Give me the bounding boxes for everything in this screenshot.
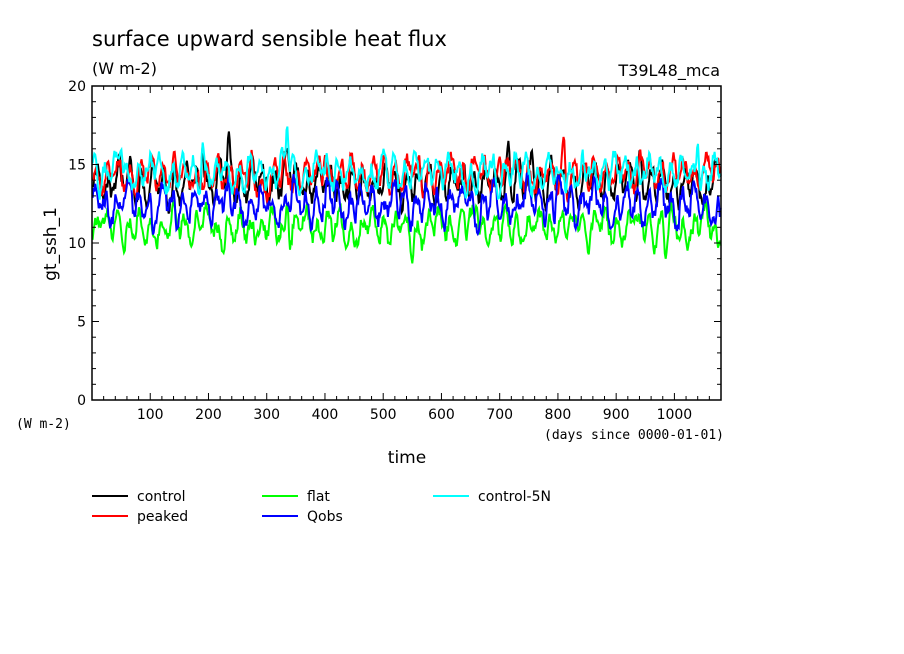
y-tick-label: 20 [68,79,86,95]
series-line-control-5N [91,126,722,201]
chart-title: surface upward sensible heat flux [92,27,447,51]
y-tick-label: 0 [77,393,86,409]
chart-units: (W m-2) [92,59,157,78]
x-tick-label: 800 [545,407,572,423]
experiment-label: T39L48_mca [617,61,720,81]
legend-label-Qobs: Qobs [307,509,343,525]
x-tick-label: 400 [312,407,339,423]
legend-label-control-5N: control-5N [478,489,551,505]
y-tick-label: 15 [68,158,86,174]
legend-label-control: control [137,489,186,505]
x-tick-label: 500 [370,407,397,423]
axes: 100 200 300 400 500 600 700 800 900 1000 0 5 10 15 20 [68,79,722,423]
legend-label-peaked: peaked [137,509,188,525]
y-tick-label: 10 [68,236,86,252]
series-line-flat [91,199,722,264]
x-tick-label: 700 [486,407,513,423]
series-line-control [91,131,722,216]
x-tick-label: 1000 [657,407,693,423]
y-axis-units: (W m-2) [16,417,71,432]
x-tick-label: 600 [428,407,455,423]
plot-frame [91,85,722,401]
x-tick-label: 200 [195,407,222,423]
y-tick-label: 5 [77,315,86,331]
x-axis-label: time [388,448,426,468]
series-line-Qobs [91,171,722,237]
x-tick-label: 300 [253,407,280,423]
legend-label-flat: flat [307,489,330,505]
y-axis-label: gt_ssh_1 [41,207,61,281]
x-axis-units: (days since 0000-01-01) [544,428,724,443]
plot-area [91,126,722,264]
legend: control peaked flat Qobs control-5N [92,489,551,525]
x-tick-label: 100 [137,407,164,423]
x-tick-label: 900 [603,407,630,423]
